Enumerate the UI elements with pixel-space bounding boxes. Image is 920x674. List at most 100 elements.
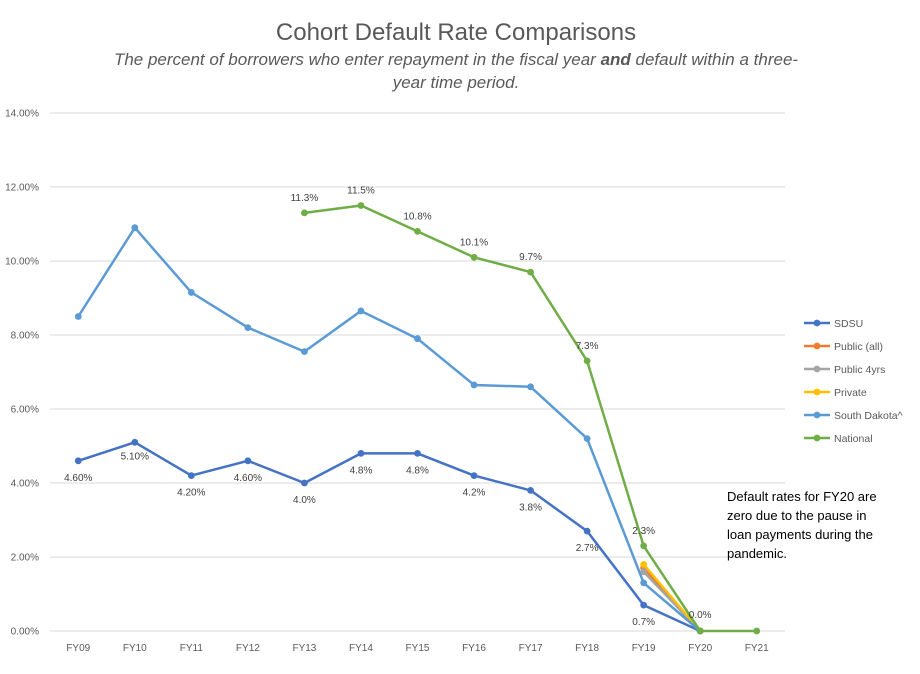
series-line-south-dakota xyxy=(77,226,702,632)
data-label-sdsu-fy18: 2.7% xyxy=(576,543,599,554)
data-point-south-dakota-fy15 xyxy=(414,335,421,343)
subtitle-part-2: default within a three- xyxy=(631,50,799,69)
legend-marker-public-4yrs xyxy=(813,365,821,373)
x-tick-label-fy11: FY11 xyxy=(180,643,204,654)
annotation-note: Default rates for FY20 are zero due to th… xyxy=(727,489,877,561)
data-label-national-fy19: 2.3% xyxy=(632,526,655,537)
series-south-dakota xyxy=(74,224,704,635)
x-axis-tick-labels: FY09 FY10 FY11 FY12 FY13 FY14 FY15 FY16 FY17 FY18… xyxy=(66,643,769,654)
legend-item-public-4yrs: Public 4yrs xyxy=(804,364,885,376)
y-tick-label: 4.00% xyxy=(11,479,39,490)
y-tick-label: 8.00% xyxy=(11,331,39,342)
x-tick-label-fy09: FY09 xyxy=(66,643,90,654)
data-point-sdsu-fy16 xyxy=(470,472,478,479)
legend-marker-national xyxy=(813,434,821,442)
data-point-national-fy16 xyxy=(470,253,478,261)
data-point-national-fy21 xyxy=(753,627,761,635)
data-label-national-fy17: 9.7% xyxy=(519,252,542,263)
data-label-national-fy20: 0.0% xyxy=(689,610,712,621)
x-tick-label-fy10: FY10 xyxy=(123,643,147,654)
legend: SDSU Public (all) Public 4yrs Private South … xyxy=(804,318,903,445)
data-label-national-fy14: 11.5% xyxy=(347,186,375,197)
data-label-sdsu-fy16: 4.2% xyxy=(463,488,486,499)
series-line-sdsu xyxy=(77,441,701,633)
y-axis-tick-labels: 0.00% 2.00% 4.00% 6.00% 8.00% 10.00% 12.00% 14.… xyxy=(5,109,39,638)
series-lines xyxy=(74,202,761,635)
data-point-sdsu-fy15 xyxy=(414,450,421,457)
data-point-south-dakota-fy19 xyxy=(640,579,648,587)
data-label-sdsu-fy09: 4.60% xyxy=(64,473,92,484)
data-point-national-fy15 xyxy=(414,228,421,235)
x-tick-label-fy15: FY15 xyxy=(406,643,430,654)
annotation-line-3: pandemic. xyxy=(727,546,787,561)
legend-label-public-all: Public (all) xyxy=(834,341,883,353)
data-point-public-4yrs-fy19 xyxy=(640,568,648,576)
data-point-national-fy19 xyxy=(640,542,648,550)
x-tick-label-fy18: FY18 xyxy=(575,643,599,654)
y-tick-label: 12.00% xyxy=(5,183,39,194)
x-tick-label-fy13: FY13 xyxy=(292,643,316,654)
data-label-national-fy18: 7.3% xyxy=(576,341,599,352)
data-point-south-dakota-fy17 xyxy=(527,383,534,391)
legend-item-national: National xyxy=(804,433,873,445)
series-national xyxy=(301,202,761,635)
data-point-sdsu-fy14 xyxy=(357,450,365,457)
legend-item-south-dakota: South Dakota^ xyxy=(804,410,903,422)
series-line-private xyxy=(642,563,702,632)
data-labels: 4.60% 5.10% 4.20% 4.60% 4.0% 4.8% 4.8% 4.2% 3.8%… xyxy=(64,186,712,629)
y-tick-label: 14.00% xyxy=(5,109,39,120)
data-point-private-fy19 xyxy=(640,561,648,568)
data-label-national-fy15: 10.8% xyxy=(403,211,431,222)
x-tick-label-fy19: FY19 xyxy=(632,643,656,654)
data-point-national-fy20 xyxy=(696,627,704,635)
x-tick-label-fy12: FY12 xyxy=(236,643,260,654)
data-point-national-fy13 xyxy=(301,209,308,217)
y-tick-label: 2.00% xyxy=(11,553,39,564)
data-point-south-dakota-fy09 xyxy=(74,313,82,320)
chart-subtitle-line-2: year time period. xyxy=(392,73,520,92)
data-point-sdsu-fy17 xyxy=(527,487,534,494)
x-tick-label-fy21: FY21 xyxy=(745,643,769,654)
legend-label-private: Private xyxy=(834,387,867,399)
data-point-national-fy14 xyxy=(357,202,365,209)
legend-item-sdsu: SDSU xyxy=(804,318,863,330)
subtitle-part-0: The percent of borrowers who enter repay… xyxy=(114,50,601,69)
x-tick-label-fy17: FY17 xyxy=(519,643,543,654)
data-label-sdsu-fy15: 4.8% xyxy=(406,465,429,476)
data-point-south-dakota-fy13 xyxy=(301,348,308,356)
x-tick-label-fy16: FY16 xyxy=(462,643,486,654)
legend-marker-sdsu xyxy=(813,319,821,327)
data-label-national-fy16: 10.1% xyxy=(460,237,488,248)
series-sdsu xyxy=(74,438,704,635)
data-point-sdsu-fy09 xyxy=(74,457,82,465)
legend-marker-private xyxy=(813,388,821,396)
data-label-sdsu-fy17: 3.8% xyxy=(519,502,542,513)
data-point-south-dakota-fy18 xyxy=(583,435,591,442)
data-label-sdsu-fy13: 4.0% xyxy=(293,495,316,506)
annotation-line-1: zero due to the pause in xyxy=(727,508,867,523)
data-label-national-fy13: 11.3% xyxy=(291,193,319,204)
gridlines xyxy=(50,112,785,632)
legend-label-national: National xyxy=(834,433,873,445)
data-point-national-fy17 xyxy=(527,268,534,276)
x-tick-label-fy14: FY14 xyxy=(349,643,373,654)
chart-title: Cohort Default Rate Comparisons xyxy=(276,19,636,46)
x-tick-label-fy20: FY20 xyxy=(688,643,712,654)
legend-item-private: Private xyxy=(804,387,867,399)
data-point-sdsu-fy10 xyxy=(131,438,139,446)
legend-marker-public-all xyxy=(813,342,821,350)
data-label-sdsu-fy19: 0.7% xyxy=(632,617,655,628)
annotation-line-0: Default rates for FY20 are xyxy=(727,489,877,504)
data-point-south-dakota-fy12 xyxy=(244,324,252,331)
data-point-sdsu-fy11 xyxy=(187,472,195,479)
y-tick-label: 6.00% xyxy=(11,405,39,416)
data-point-south-dakota-fy11 xyxy=(187,289,195,296)
data-label-sdsu-fy10: 5.10% xyxy=(121,451,149,462)
subtitle-part-1: and xyxy=(601,50,632,69)
legend-label-south-dakota: South Dakota^ xyxy=(834,410,903,422)
data-point-sdsu-fy19 xyxy=(640,601,648,609)
y-tick-label: 10.00% xyxy=(5,257,39,268)
data-point-south-dakota-fy10 xyxy=(131,224,139,232)
